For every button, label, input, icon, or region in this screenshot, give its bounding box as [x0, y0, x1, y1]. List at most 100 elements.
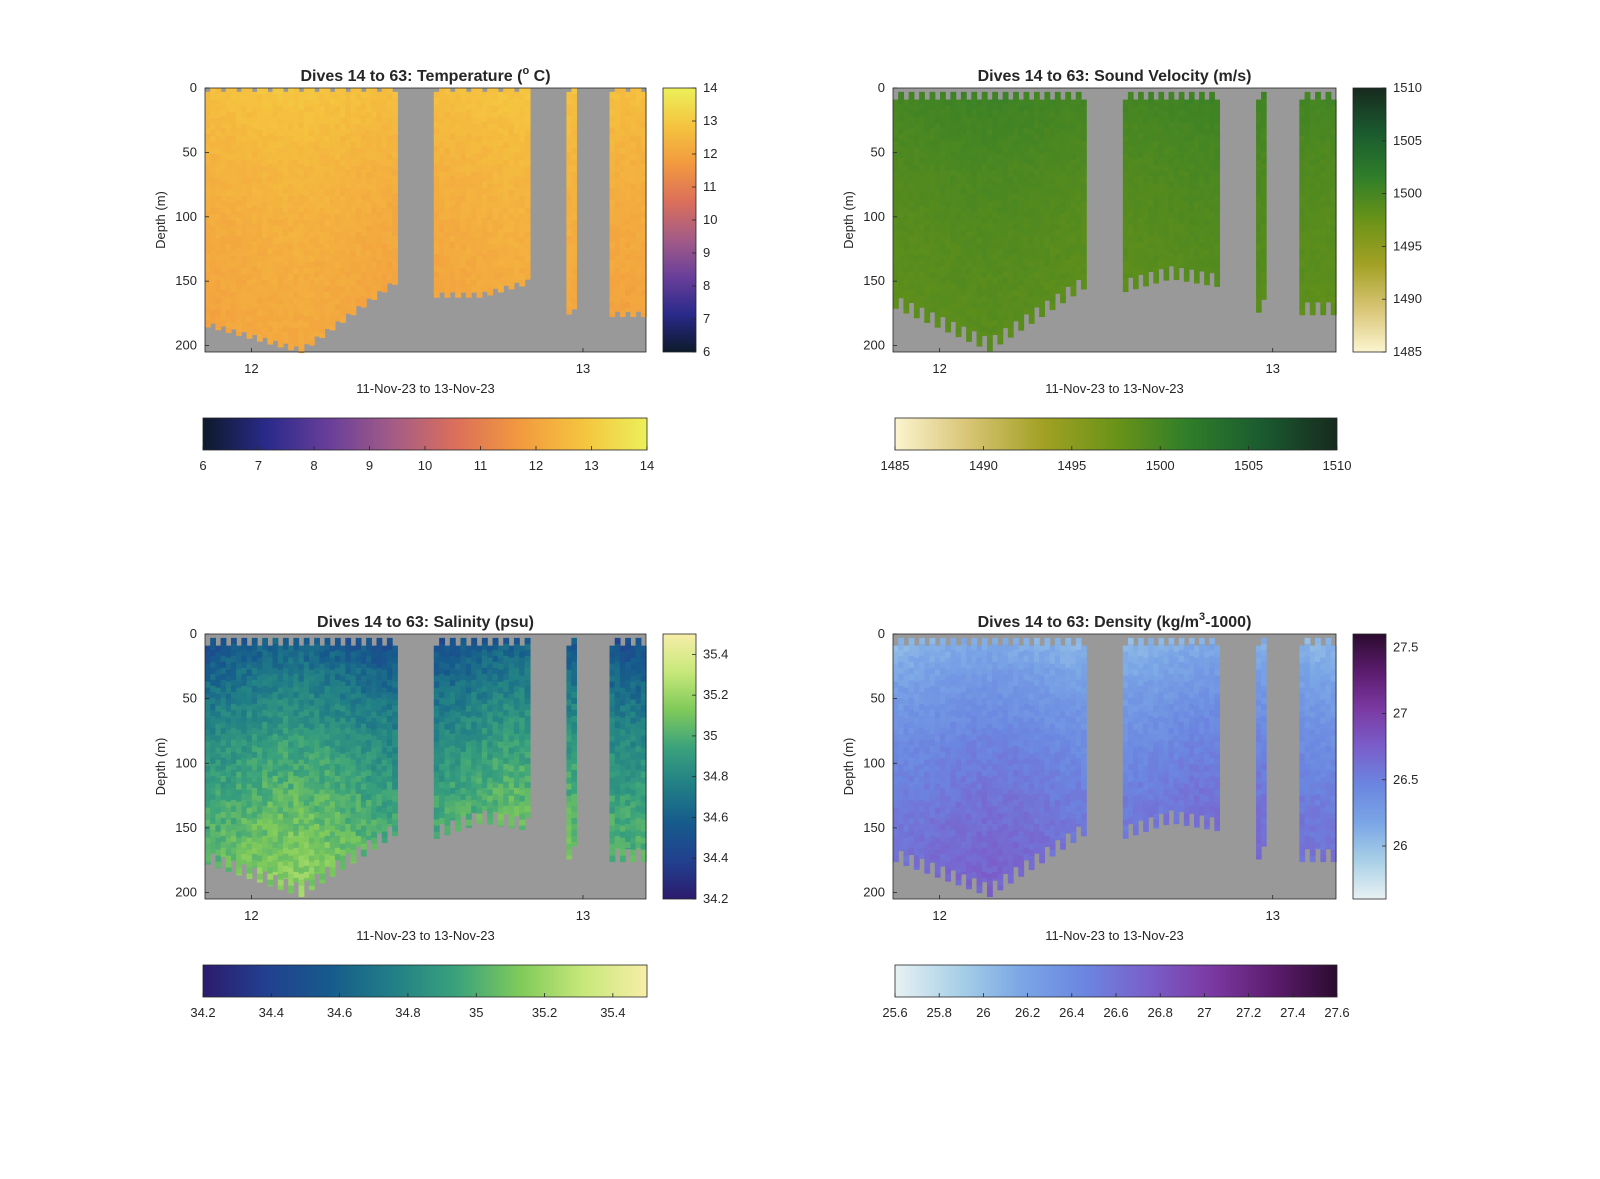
heatmap-cell	[519, 160, 526, 167]
heatmap-cell	[205, 325, 211, 328]
heatmap-cell	[519, 88, 526, 95]
heatmap-cell	[1158, 109, 1165, 117]
heatmap-cell	[350, 298, 357, 305]
heatmap-cell	[1033, 151, 1040, 159]
heatmap-cell	[205, 699, 211, 707]
heatmap-cell	[308, 256, 315, 263]
heatmap-cell	[220, 301, 227, 309]
heatmap-cell	[303, 148, 310, 155]
heatmap-cell	[1204, 129, 1210, 137]
heatmap-cell	[476, 166, 483, 173]
heatmap-cell	[334, 274, 341, 281]
heatmap-cell	[476, 256, 483, 263]
heatmap-cell	[360, 109, 367, 117]
heatmap-cell	[345, 187, 352, 195]
heatmap-cell	[392, 241, 398, 249]
heatmap-cell	[371, 124, 378, 131]
heatmap-cell	[293, 280, 300, 287]
heatmap-salinity	[205, 637, 647, 898]
heatmap-cell	[966, 297, 972, 305]
heatmap-cell	[205, 289, 211, 297]
heatmap-cell	[481, 175, 488, 183]
heatmap-cell	[1163, 99, 1170, 107]
heatmap-cell	[1007, 315, 1014, 323]
heatmap-cell	[934, 285, 941, 293]
heatmap-cell	[476, 112, 483, 119]
heatmap-cell	[1309, 189, 1316, 197]
heatmap-cell	[360, 241, 367, 249]
heatmap-cell	[262, 232, 268, 239]
heatmap-cell	[246, 214, 253, 221]
heatmap-cell	[277, 220, 284, 227]
heatmap-cell	[997, 291, 1004, 299]
heatmap-cell	[487, 220, 494, 227]
heatmap-cell	[256, 238, 263, 245]
heatmap-cell	[908, 253, 915, 261]
heatmap-cell	[1033, 265, 1040, 273]
heatmap-cell	[966, 201, 972, 209]
heatmap-cell	[955, 99, 962, 107]
heatmap-cell	[236, 253, 242, 261]
heatmap-cell	[635, 208, 642, 215]
heatmap-cell	[1080, 159, 1087, 167]
heatmap-cell	[334, 280, 341, 287]
heatmap-cell	[256, 196, 263, 203]
heatmap-cell	[1132, 99, 1139, 107]
heatmap-cell	[1194, 105, 1200, 113]
heatmap-cell	[1209, 121, 1215, 129]
heatmap-cell	[314, 205, 320, 213]
heatmap-cell	[476, 220, 483, 227]
heatmap-cell	[635, 280, 642, 287]
heatmap-cell	[282, 187, 289, 195]
heatmap-cell	[314, 217, 320, 225]
heatmap-cell	[487, 100, 494, 107]
heatmap-cell	[508, 136, 515, 143]
heatmap-cell	[492, 154, 499, 161]
heatmap-cell	[1309, 309, 1316, 316]
heatmap-cell	[236, 193, 242, 201]
heatmap-cell	[465, 241, 472, 249]
heatmap-cell	[503, 88, 510, 95]
heatmap-cell	[1325, 91, 1332, 99]
heatmap-cell	[1325, 277, 1332, 285]
heatmap-cell	[1049, 129, 1056, 137]
heatmap-cell	[460, 274, 467, 281]
heatmap-cell	[303, 184, 310, 191]
heatmap-cell	[492, 274, 499, 281]
heatmap-cell	[308, 184, 315, 191]
heatmap-cell	[625, 181, 631, 189]
heatmap-cell	[1075, 169, 1082, 177]
heatmap-cell	[1028, 201, 1035, 209]
heatmap-cell	[619, 232, 626, 239]
heatmap-cell	[1173, 231, 1180, 239]
heatmap-cell	[981, 319, 988, 327]
heatmap-cell	[1054, 253, 1061, 261]
heatmap-cell	[215, 855, 222, 863]
heatmap-cell	[945, 147, 952, 155]
heatmap-cell	[986, 315, 993, 323]
heatmap-cell	[205, 271, 211, 279]
heatmap-cell	[1188, 175, 1195, 183]
heatmap-cell	[340, 154, 346, 161]
heatmap-cell	[1309, 99, 1316, 107]
heatmap-cell	[225, 705, 232, 713]
heatmap-cell	[1013, 187, 1019, 195]
heatmap-cell	[1127, 151, 1134, 159]
heatmap-cell	[1065, 145, 1072, 153]
heatmap-cell	[487, 250, 494, 257]
heatmap-cell	[465, 115, 472, 123]
heatmap-cell	[1065, 91, 1072, 99]
heatmap-cell	[609, 289, 616, 297]
heatmap-cell	[293, 160, 300, 167]
heatmap-cell	[1315, 97, 1321, 105]
heatmap-cell	[976, 189, 983, 197]
heatmap-cell	[366, 130, 372, 137]
heatmap-cell	[319, 298, 326, 305]
heatmap-cell	[449, 235, 456, 243]
heatmap-cell	[319, 142, 326, 149]
heatmap-cell	[1188, 145, 1195, 153]
heatmap-cell	[1309, 183, 1316, 191]
heatmap-cell	[220, 277, 227, 285]
heatmap-cell	[241, 244, 248, 251]
heatmap-cell	[241, 178, 248, 185]
